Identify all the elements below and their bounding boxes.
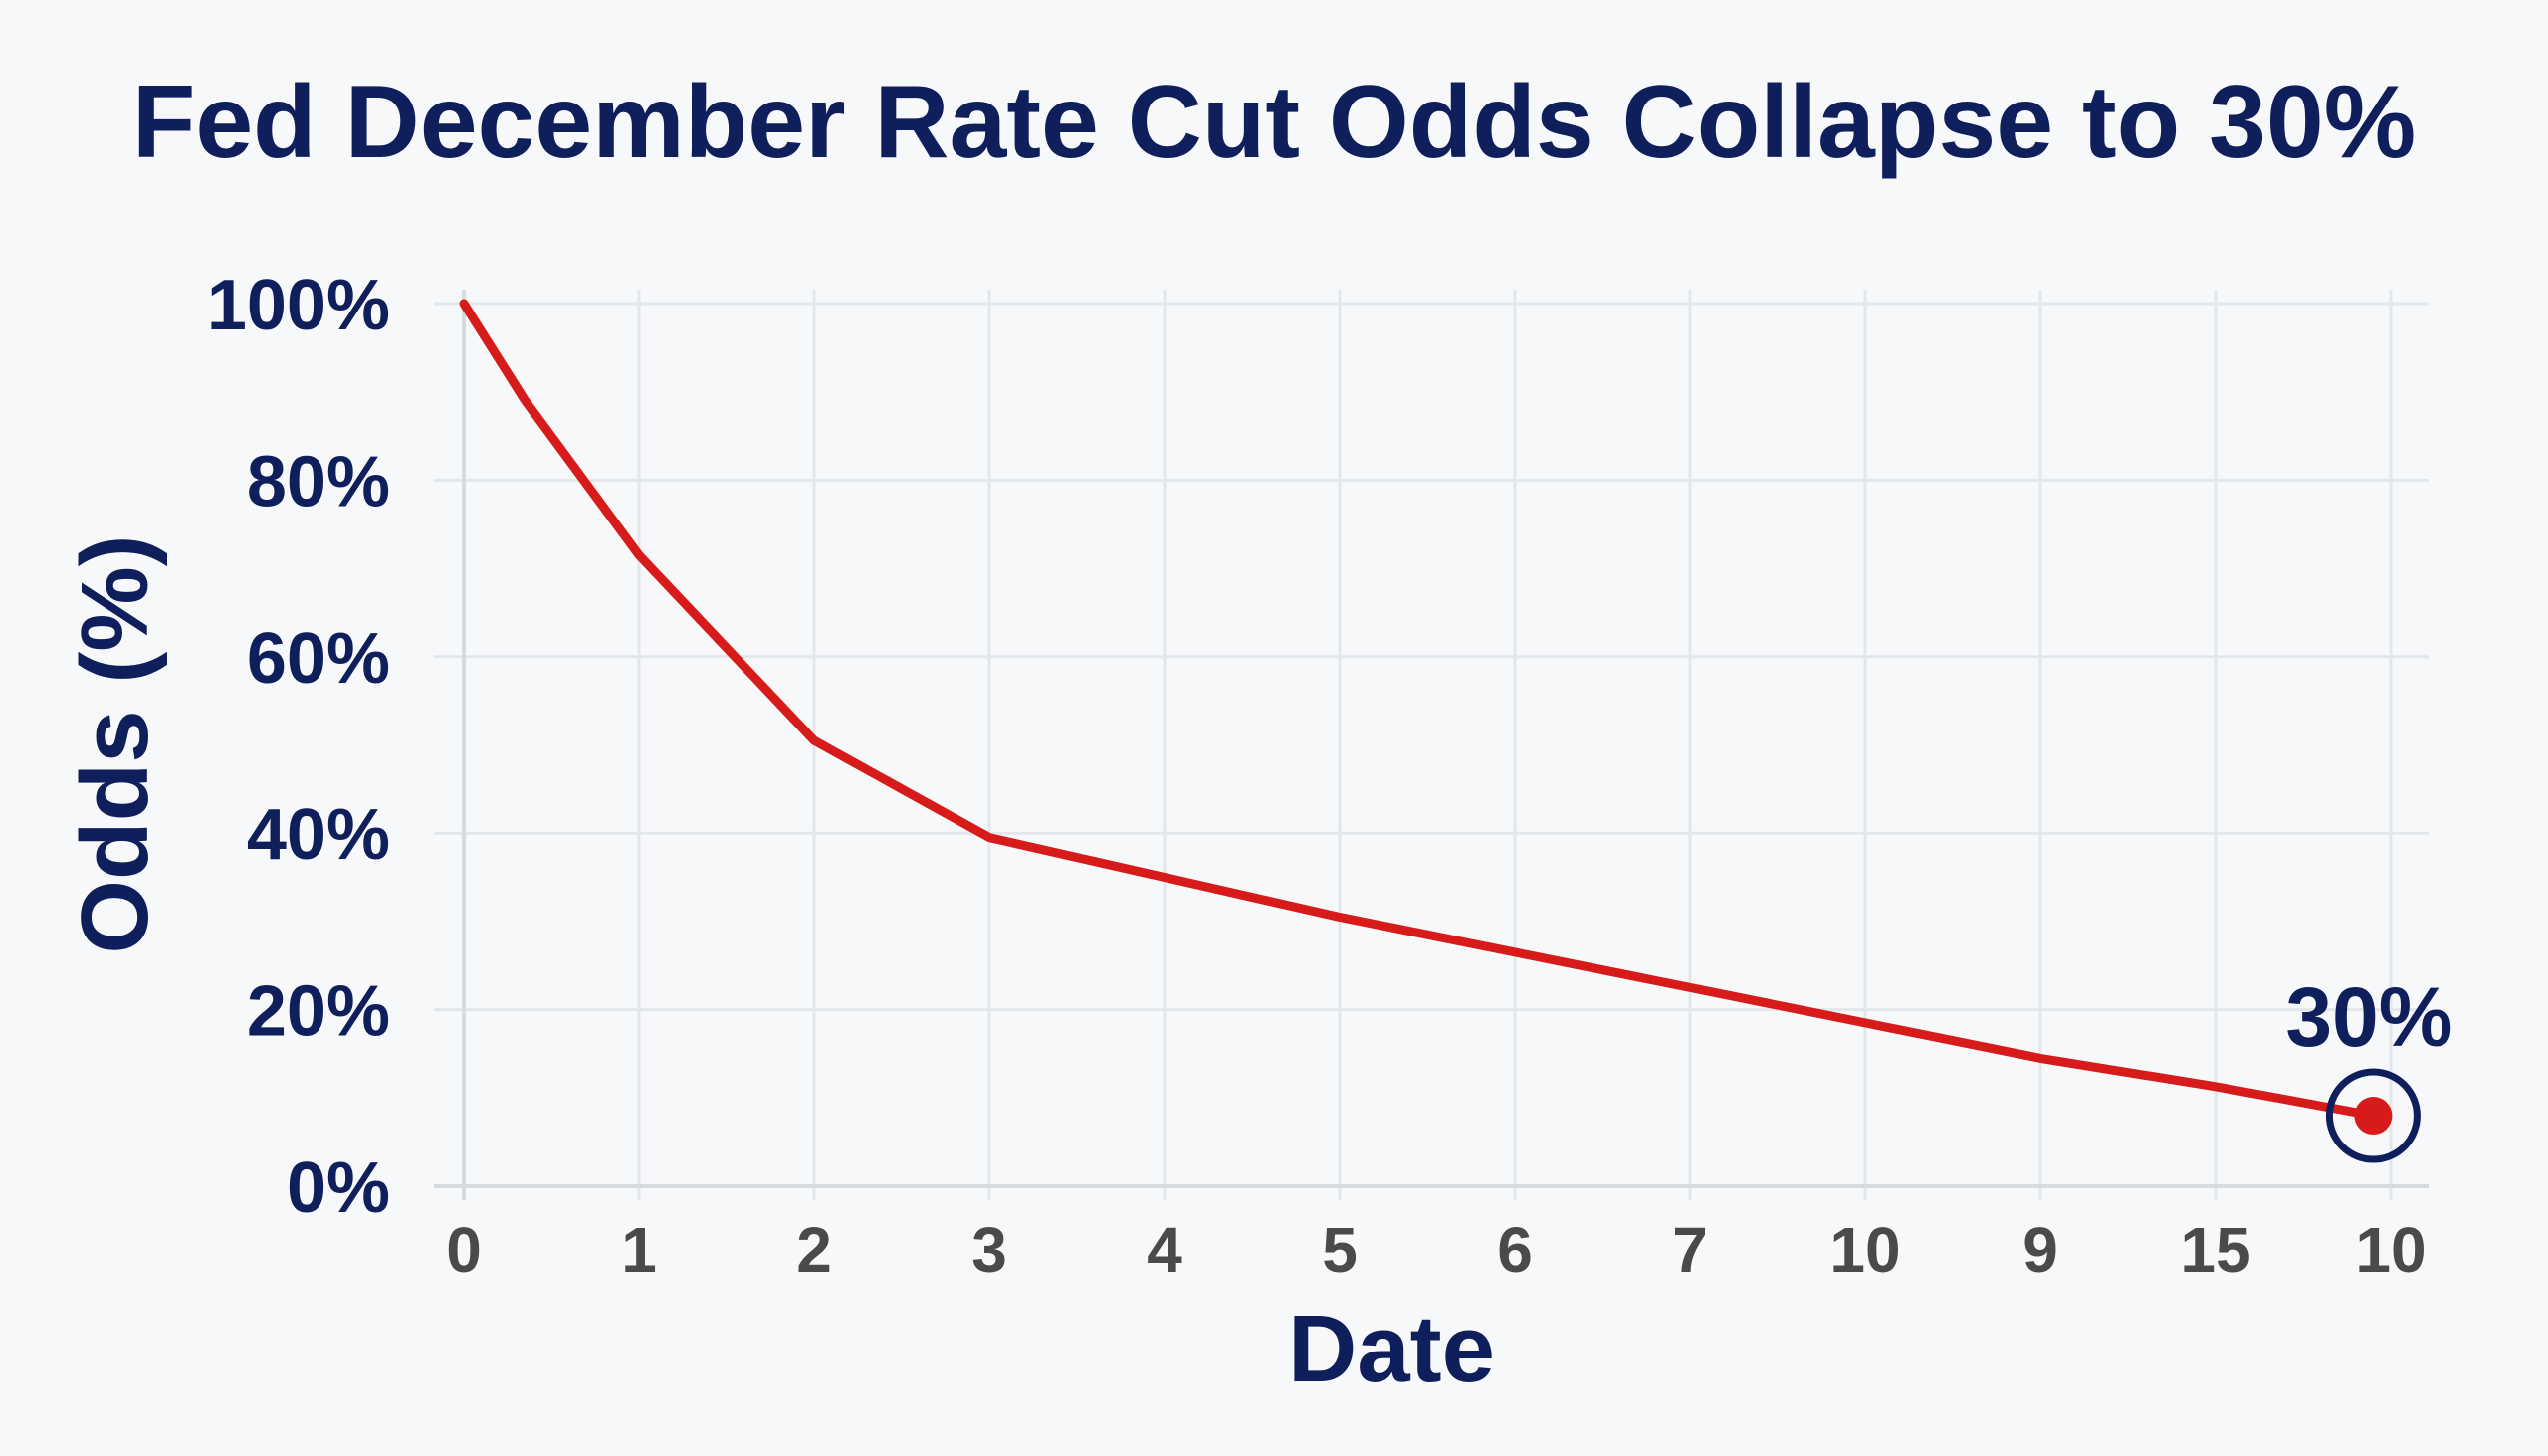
annotation-label: 30%: [2285, 970, 2452, 1064]
y-tick-label: 100%: [207, 266, 390, 345]
x-tick-label: 10: [2355, 1214, 2426, 1286]
x-tick-label: 6: [1497, 1214, 1533, 1286]
y-tick-label: 60%: [247, 619, 390, 699]
x-tick-label: 5: [1322, 1214, 1358, 1286]
x-tick-label: 7: [1672, 1214, 1708, 1286]
series-layer: [459, 299, 2378, 1121]
chart-title: Fed December Rate Cut Odds Collapse to 3…: [132, 65, 2416, 180]
x-tick-label: 2: [796, 1214, 832, 1286]
x-tick-label: 15: [2180, 1214, 2250, 1286]
x-tick-label: 1: [621, 1214, 657, 1286]
y-tick-label: 0%: [287, 1148, 390, 1228]
y-tick-label: 40%: [247, 795, 390, 875]
x-axis-title: Date: [1288, 1296, 1495, 1402]
end-marker-ring: [2325, 1068, 2421, 1163]
x-tick-labels: 0 1 2 3 4 5 6 7 10 9 15 10: [446, 1214, 2426, 1286]
end-marker-dot: [2354, 1097, 2393, 1136]
x-tick-label: 0: [446, 1214, 482, 1286]
annotation-layer: 30%: [2285, 970, 2452, 1163]
x-tick-label: 9: [2022, 1214, 2058, 1286]
axis-layer: [434, 290, 2429, 1200]
y-tick-label: 20%: [247, 972, 390, 1052]
y-tick-labels: 0% 20% 40% 60% 80% 100%: [207, 266, 390, 1228]
grid-layer: [434, 290, 2429, 1200]
y-axis-title: Odds (%): [62, 534, 168, 953]
x-tick-label: 3: [971, 1214, 1007, 1286]
x-tick-label: 10: [1829, 1214, 1900, 1286]
series-line: [459, 299, 2378, 1121]
y-tick-label: 80%: [247, 442, 390, 521]
x-tick-label: 4: [1147, 1214, 1182, 1286]
